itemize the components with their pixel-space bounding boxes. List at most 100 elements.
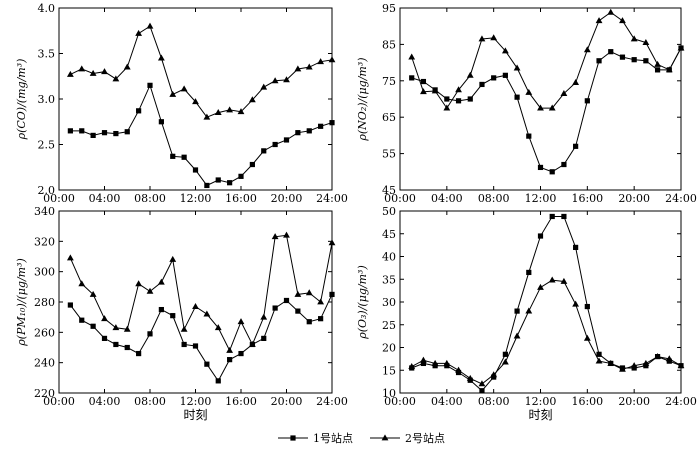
data-point — [596, 58, 602, 64]
legend-label: 2号站点 — [405, 431, 445, 445]
chart-no2: 00:00 04:00 08:00 12:00 16:00 20:00 24:00 45 55 6… — [356, 2, 697, 205]
series-line — [70, 25, 333, 118]
data-point — [642, 38, 650, 45]
data-point — [631, 57, 637, 63]
data-point — [113, 341, 119, 348]
legend-marker — [381, 434, 389, 441]
data-point — [501, 47, 509, 54]
data-point — [294, 290, 302, 297]
y-tick-label: 300 — [34, 266, 55, 279]
data-point — [294, 65, 302, 72]
x-tick-label: 12:00 — [525, 395, 557, 408]
data-point — [261, 335, 267, 341]
x-tick-label: 00:00 — [43, 395, 75, 408]
x-tick-label: 12:00 — [180, 192, 212, 205]
y-tick-label: 4.0 — [38, 2, 56, 15]
data-point — [607, 359, 615, 366]
data-point — [238, 350, 244, 357]
data-point — [79, 317, 85, 323]
data-point — [525, 307, 533, 314]
data-point — [237, 108, 245, 115]
y-axis-label: ρ(CO)/(mg/m³) — [15, 59, 28, 141]
x-tick-label: 04:00 — [431, 192, 463, 205]
data-point — [79, 128, 85, 134]
data-point — [584, 98, 590, 104]
y-tick-label: 260 — [34, 326, 55, 339]
data-point — [248, 340, 256, 347]
data-point — [90, 132, 96, 138]
data-point — [180, 325, 188, 332]
data-point — [608, 49, 614, 55]
data-point — [501, 358, 509, 365]
data-point — [271, 77, 279, 84]
data-point — [607, 8, 615, 15]
data-point — [525, 88, 533, 95]
data-point — [204, 361, 210, 367]
data-point — [147, 82, 153, 88]
data-point — [328, 239, 336, 246]
data-point — [306, 128, 312, 134]
series-line — [69, 294, 333, 382]
data-point — [192, 98, 199, 105]
data-point — [317, 298, 325, 305]
x-tick-label: 24:00 — [665, 192, 697, 205]
data-point — [146, 22, 154, 29]
y-tick-label: 65 — [382, 111, 396, 124]
series-line — [411, 47, 682, 173]
data-point — [66, 70, 74, 77]
y-tick-label: 75 — [382, 75, 396, 88]
data-point — [180, 85, 188, 92]
x-tick-label: 08:00 — [134, 192, 166, 205]
data-point — [170, 313, 176, 319]
data-point — [329, 291, 335, 298]
y-tick-label: 45 — [382, 184, 396, 197]
data-point — [420, 88, 427, 95]
y-tick-label: 25 — [382, 319, 396, 332]
chart-pm10: 00:00 04:00 08:00 12:00 16:00 20:00 24:00 220 24… — [15, 205, 348, 422]
data-point — [227, 357, 233, 363]
y-tick-label: 240 — [34, 357, 55, 370]
data-point — [113, 130, 119, 137]
y-axis-label: ρ(O₃)/(μg/m³) — [356, 265, 369, 340]
data-point — [490, 34, 498, 41]
data-point — [283, 297, 290, 304]
series-1 — [409, 45, 684, 175]
data-point — [455, 366, 462, 373]
x-tick-label: 04:00 — [89, 395, 121, 408]
data-point — [203, 310, 211, 317]
data-point — [619, 54, 626, 60]
data-point — [123, 325, 131, 332]
data-point — [226, 346, 234, 353]
x-tick-label: 04:00 — [89, 192, 121, 205]
data-point — [305, 63, 313, 70]
series-2 — [408, 276, 685, 387]
data-point — [443, 359, 451, 366]
data-point — [502, 351, 508, 357]
x-tick-label: 20:00 — [271, 192, 303, 205]
data-point — [513, 64, 521, 71]
data-point — [549, 169, 555, 175]
data-point — [204, 182, 210, 189]
data-point — [329, 120, 335, 126]
data-point — [420, 78, 427, 85]
y-tick-label: 35 — [382, 273, 396, 286]
data-point — [479, 81, 485, 88]
data-point — [67, 302, 73, 308]
data-point — [135, 29, 143, 36]
data-point — [478, 380, 486, 387]
data-point — [66, 254, 74, 261]
y-tick-label: 320 — [34, 235, 55, 248]
data-point — [101, 130, 108, 136]
data-point — [654, 353, 661, 359]
data-point — [181, 341, 187, 348]
data-point — [573, 143, 579, 149]
series-1 — [409, 213, 684, 394]
data-point — [548, 276, 556, 283]
x-tick-label: 08:00 — [478, 395, 510, 408]
legend: 1号站点 2号站点 — [278, 431, 445, 445]
data-point — [260, 83, 268, 90]
y-tick-label: 220 — [34, 387, 55, 400]
y-tick-label: 10 — [382, 387, 396, 400]
x-tick-label: 24:00 — [316, 192, 348, 205]
data-point — [101, 315, 108, 322]
